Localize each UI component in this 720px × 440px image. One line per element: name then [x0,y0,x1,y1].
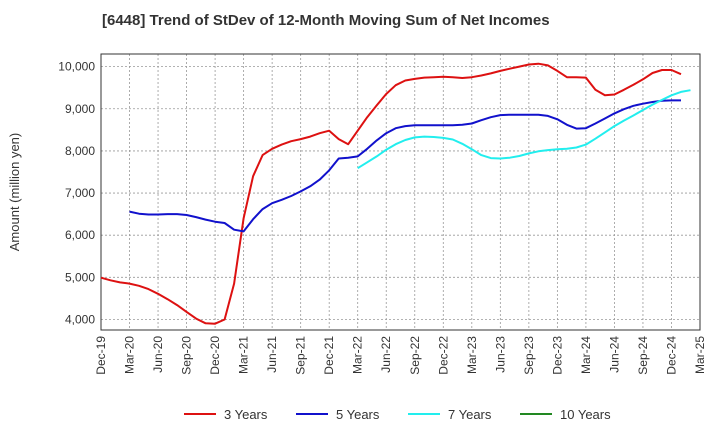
y-axis-label: Amount (million yen) [7,133,22,252]
x-tick-label: Mar-23 [465,336,479,374]
x-tick-label: Sep-24 [636,336,650,375]
series-line-5-years [129,99,681,233]
y-tick-label: 10,000 [58,60,95,74]
y-tick-label: 4,000 [65,312,95,326]
x-tick-label: Dec-22 [436,336,450,375]
y-axis: 4,000 5,000 6,000 7,000 8,000 9,000 10,000 [58,60,95,327]
y-tick-label: 6,000 [65,228,95,242]
x-tick-label: Mar-21 [237,336,251,374]
x-tick-label: Mar-20 [123,336,137,374]
x-tick-label: Mar-24 [579,336,593,374]
x-tick-label: Jun-21 [265,336,279,373]
x-tick-label: Dec-21 [322,336,336,375]
legend-label: 5 Years [336,407,380,422]
x-tick-label: Jun-23 [493,336,507,373]
x-tick-label: Jun-24 [607,336,621,373]
x-tick-label: Dec-20 [208,336,222,375]
x-tick-label: Mar-25 [693,336,707,374]
y-tick-label: 9,000 [65,102,95,116]
plot-area [100,53,701,331]
series-line-7-years [357,89,691,170]
x-tick-label: Sep-22 [408,336,422,375]
series-line-3-years [100,62,682,325]
legend-label: 7 Years [448,407,492,422]
x-tick-label: Jun-22 [379,336,393,373]
y-tick-label: 5,000 [65,270,95,284]
x-tick-label: Sep-21 [294,336,308,375]
x-tick-label: Jun-20 [151,336,165,373]
x-tick-label: Sep-20 [180,336,194,375]
legend: 3 Years 5 Years 7 Years 10 Years [184,407,611,422]
x-tick-label: Dec-19 [94,336,108,375]
x-tick-label: Mar-22 [351,336,365,374]
legend-label: 10 Years [560,407,611,422]
y-tick-label: 7,000 [65,186,95,200]
x-tick-label: Sep-23 [522,336,536,375]
x-tick-label: Dec-24 [664,336,678,375]
y-tick-label: 8,000 [65,144,95,158]
grid-lines [101,54,700,330]
x-axis: Dec-19 Mar-20 Jun-20 Sep-20 Dec-20 Mar-21 Jun-… [94,336,707,375]
legend-label: 3 Years [224,407,268,422]
x-tick-label: Dec-23 [550,336,564,375]
series-lines [100,62,691,325]
chart-title: [6448] Trend of StDev of 12-Month Moving… [102,12,550,29]
